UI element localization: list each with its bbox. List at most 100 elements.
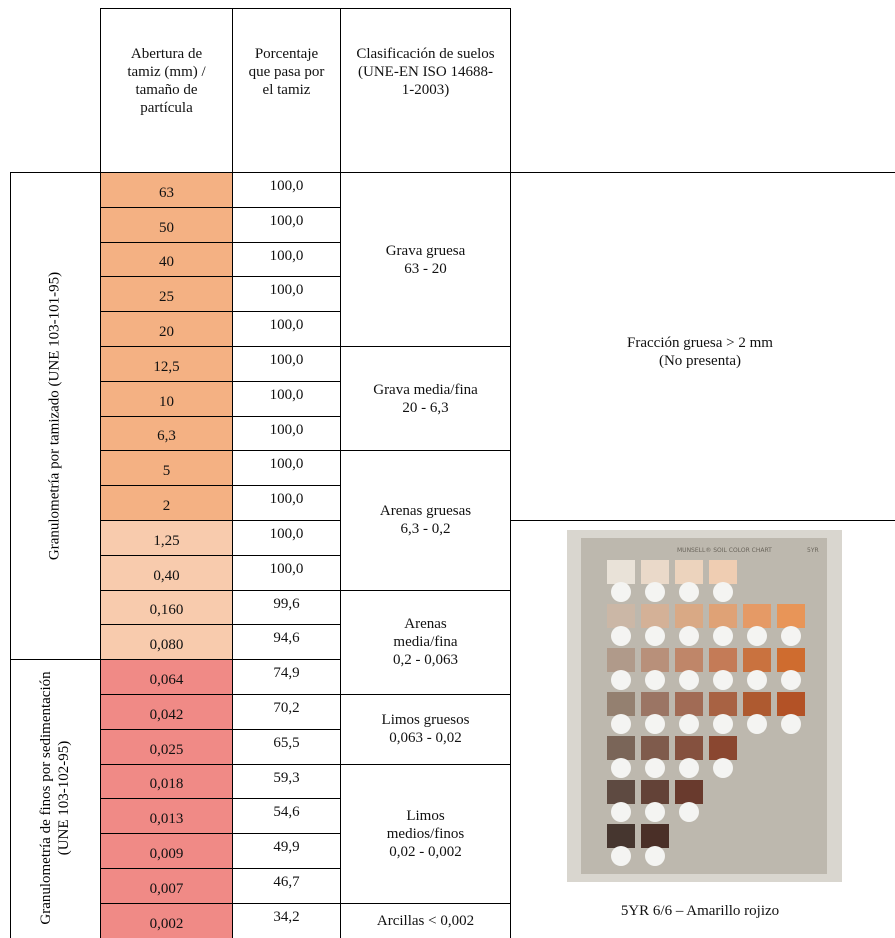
color-chip (777, 736, 805, 760)
passing-cell: 34,2 (232, 902, 341, 938)
aperture-cell: 20 (100, 311, 233, 347)
classification-cell: Limos medios/finos 0,02 - 0,002 (340, 763, 511, 904)
color-chip (641, 692, 669, 716)
passing-cell: 94,6 (232, 624, 341, 661)
passing-cell: 100,0 (232, 485, 341, 521)
card-hue: 5YR (807, 547, 819, 554)
chip-hole (611, 758, 631, 778)
passing-cell: 100,0 (232, 380, 341, 417)
aperture-cell: 0,018 (100, 763, 233, 800)
chip-hole (611, 846, 631, 866)
color-chip (743, 736, 771, 760)
aperture-cell: 2 (100, 485, 233, 521)
color-chip (607, 824, 635, 848)
chip-hole (679, 758, 699, 778)
passing-cell: 59,3 (232, 763, 341, 800)
chip-hole (747, 714, 767, 734)
color-chip (675, 824, 703, 848)
passing-cell: 100,0 (232, 241, 341, 278)
color-chip (709, 560, 737, 584)
passing-cell: 100,0 (232, 415, 341, 452)
classification-cell: Arenas gruesas 6,3 - 0,2 (340, 450, 511, 591)
passing-cell: 100,0 (232, 520, 341, 556)
aperture-cell: 6,3 (100, 415, 233, 452)
aperture-cell: 63 (100, 172, 233, 208)
color-chip (709, 736, 737, 760)
chip-hole (747, 670, 767, 690)
aperture-cell: 0,064 (100, 659, 233, 695)
column-header: Clasificación de suelos (UNE-EN ISO 1468… (340, 8, 511, 173)
classification-cell: Grava media/fina 20 - 6,3 (340, 346, 511, 452)
passing-cell: 99,6 (232, 589, 341, 626)
color-chip (675, 560, 703, 584)
chip-hole (713, 714, 733, 734)
chip-hole (679, 670, 699, 690)
color-chip (709, 692, 737, 716)
color-chip (607, 560, 635, 584)
chip-hole (713, 626, 733, 646)
aperture-cell: 5 (100, 450, 233, 487)
chip-hole (645, 846, 665, 866)
method-label: Granulometría por tamizado (UNE 103-101-… (47, 271, 63, 560)
passing-cell: 65,5 (232, 728, 341, 765)
color-chip (607, 780, 635, 804)
color-chip (607, 648, 635, 672)
chip-hole (679, 626, 699, 646)
chip-hole (645, 670, 665, 690)
chip-hole (645, 714, 665, 734)
passing-cell: 100,0 (232, 311, 341, 347)
classification-cell: Limos gruesos 0,063 - 0,02 (340, 694, 511, 765)
card-title: MUNSELL® SOIL COLOR CHART (677, 547, 772, 554)
chip-hole (645, 802, 665, 822)
color-chip (641, 604, 669, 628)
color-chip (777, 824, 805, 848)
chip-hole (611, 582, 631, 602)
color-chip (641, 780, 669, 804)
color-chip (743, 560, 771, 584)
color-chip (641, 560, 669, 584)
classification-cell: Grava gruesa 63 - 20 (340, 172, 511, 347)
aperture-cell: 0,002 (100, 902, 233, 938)
chip-hole (679, 582, 699, 602)
passing-cell: 70,2 (232, 694, 341, 730)
chip-hole (679, 802, 699, 822)
passing-cell: 46,7 (232, 868, 341, 904)
chip-hole (713, 582, 733, 602)
aperture-cell: 0,080 (100, 624, 233, 661)
aperture-cell: 50 (100, 206, 233, 243)
rule (510, 172, 895, 173)
passing-cell: 74,9 (232, 659, 341, 695)
color-chip (641, 736, 669, 760)
color-chip (607, 692, 635, 716)
color-chip (777, 692, 805, 716)
chip-hole (645, 582, 665, 602)
aperture-cell: 1,25 (100, 520, 233, 556)
color-chip (709, 648, 737, 672)
aperture-cell: 0,009 (100, 833, 233, 869)
color-chip (743, 824, 771, 848)
classification-cell: Arcillas < 0,002 (340, 902, 511, 938)
rule (510, 520, 895, 521)
column-header: Porcentaje que pasa por el tamiz (232, 8, 341, 173)
chips (607, 560, 805, 866)
color-chip (709, 604, 737, 628)
color-chip (743, 604, 771, 628)
color-chip (709, 780, 737, 804)
passing-cell: 100,0 (232, 276, 341, 313)
chip-hole (713, 670, 733, 690)
aperture-cell: 0,013 (100, 798, 233, 835)
color-chip (777, 648, 805, 672)
color-chip (607, 604, 635, 628)
color-chip (743, 692, 771, 716)
aperture-cell: 0,025 (100, 728, 233, 765)
color-chip (777, 560, 805, 584)
munsell-photo: MUNSELL® SOIL COLOR CHART 5YR (567, 530, 842, 882)
aperture-cell: 12,5 (100, 346, 233, 382)
classification-cell: Arenas media/fina 0,2 - 0,063 (340, 589, 511, 695)
passing-cell: 100,0 (232, 450, 341, 487)
color-chip (777, 604, 805, 628)
aperture-cell: 0,40 (100, 554, 233, 591)
color-chip (777, 780, 805, 804)
aperture-cell: 40 (100, 241, 233, 278)
color-chip (675, 780, 703, 804)
